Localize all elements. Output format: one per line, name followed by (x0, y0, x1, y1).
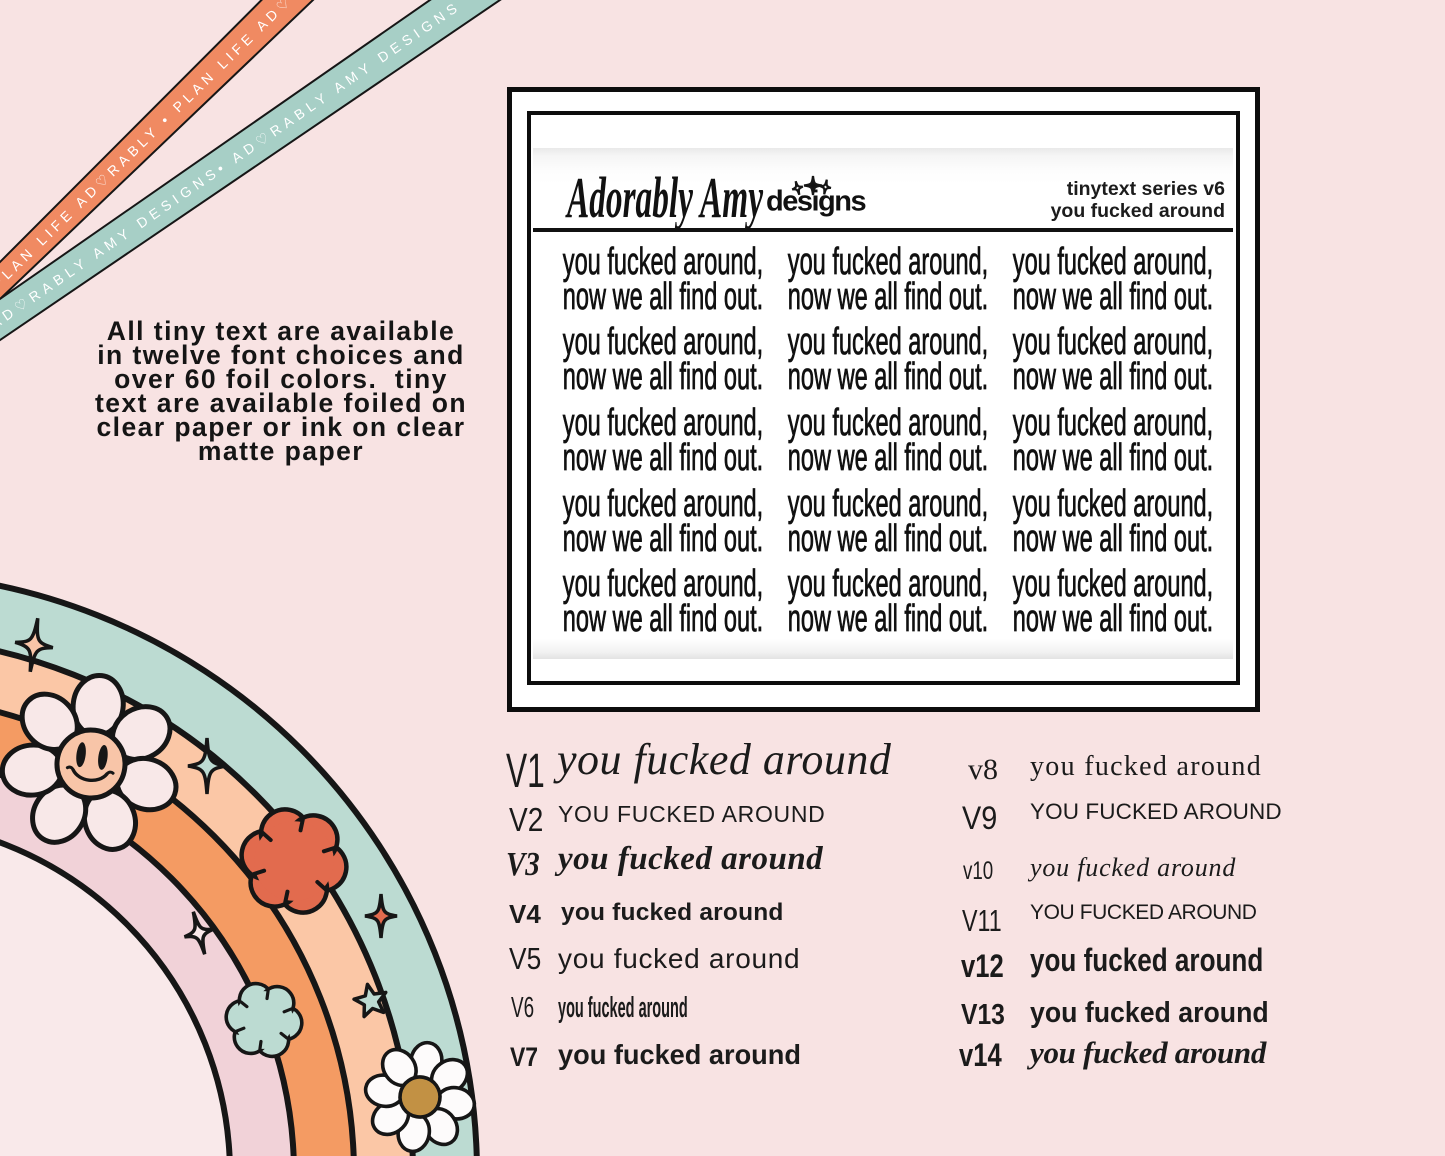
svg-text:Adorably Amy: Adorably Amy (565, 165, 763, 230)
svg-text:designs: designs (766, 186, 865, 218)
